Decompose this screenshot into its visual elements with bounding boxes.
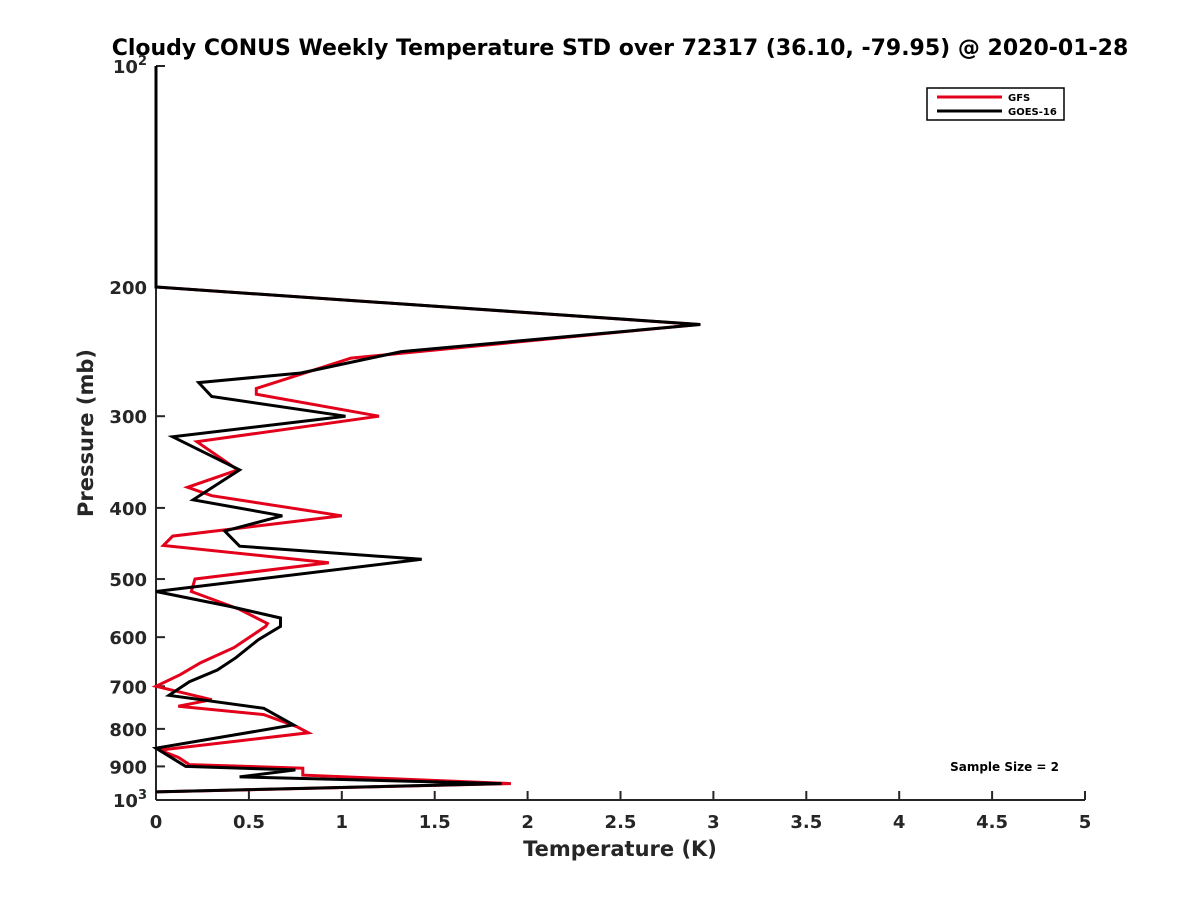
x-tick-label: 0.5 bbox=[233, 812, 265, 833]
x-tick-label: 4 bbox=[893, 812, 906, 833]
x-axis-label: Temperature (K) bbox=[523, 837, 717, 861]
series-layer bbox=[151, 66, 701, 794]
y-tick-label: 500 bbox=[109, 570, 147, 591]
y-tick-label: 103 bbox=[113, 788, 147, 812]
x-tick-label: 2 bbox=[521, 812, 534, 833]
sample-size-annotation: Sample Size = 2 bbox=[950, 760, 1059, 774]
x-tick-label: 1 bbox=[336, 812, 349, 833]
x-tick-label: 4.5 bbox=[976, 812, 1008, 833]
y-tick-base: 10 bbox=[113, 791, 138, 812]
plot-axes bbox=[155, 66, 1085, 801]
x-tick-label: 5 bbox=[1079, 812, 1092, 833]
x-tick-label: 2.5 bbox=[605, 812, 637, 833]
legend-label: GFS bbox=[1008, 93, 1030, 104]
x-tick-label: 0 bbox=[150, 812, 163, 833]
y-tick-label: 200 bbox=[109, 278, 147, 299]
x-tick-label: 3 bbox=[707, 812, 720, 833]
legend: GFS GOES-16 bbox=[926, 87, 1065, 121]
y-tick-label: 102 bbox=[113, 54, 147, 78]
y-axis-label: Pressure (mb) bbox=[74, 349, 98, 517]
legend-label: GOES-16 bbox=[1008, 107, 1057, 118]
y-tick-label: 300 bbox=[109, 407, 147, 428]
y-tick-label: 900 bbox=[109, 757, 147, 778]
chart-title: Cloudy CONUS Weekly Temperature STD over… bbox=[112, 36, 1129, 61]
y-tick-label: 800 bbox=[109, 720, 147, 741]
x-tick-label: 3.5 bbox=[790, 812, 822, 833]
y-tick-label: 700 bbox=[109, 677, 147, 698]
legend-box bbox=[926, 87, 1065, 121]
x-tick-label: 1.5 bbox=[419, 812, 451, 833]
y-tick-base: 10 bbox=[113, 57, 138, 78]
y-tick-exponent: 3 bbox=[138, 788, 147, 803]
x-ticks: 0 0.5 1 1.5 2 2.5 3 3.5 4 4.5 5 bbox=[150, 791, 1092, 833]
series-line-goes-16 bbox=[151, 66, 701, 794]
y-tick-label: 600 bbox=[109, 628, 147, 649]
y-tick-label: 400 bbox=[109, 499, 147, 520]
y-tick-exponent: 2 bbox=[138, 54, 147, 69]
